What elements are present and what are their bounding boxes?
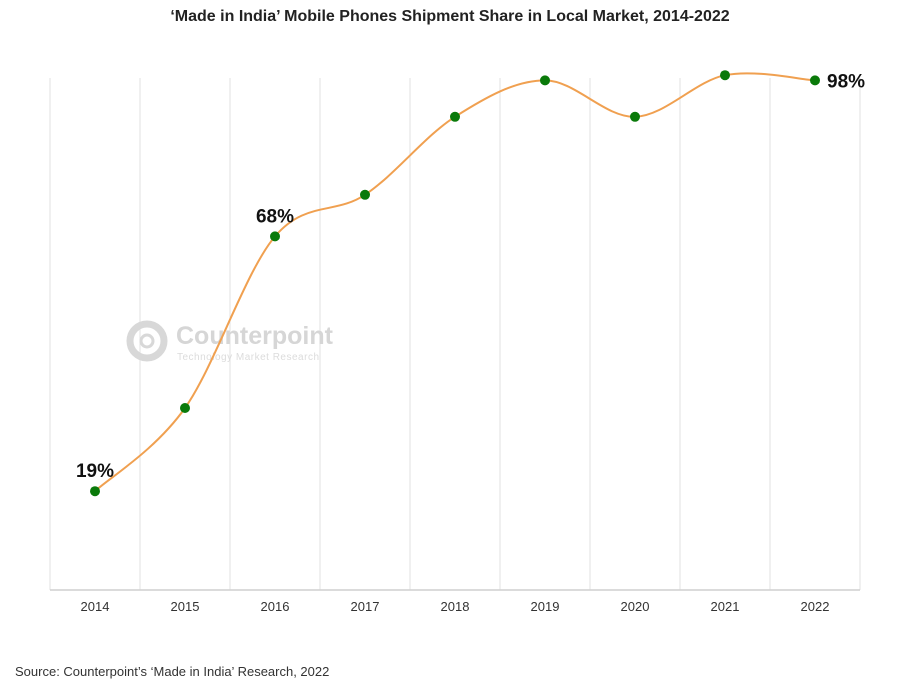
data-point-2020 bbox=[630, 111, 640, 122]
counterpoint-logo-icon bbox=[126, 320, 168, 362]
data-point-2014 bbox=[90, 486, 100, 497]
x-axis: 2014 2015 2016 2017 2018 2019 2020 2021 2022 bbox=[50, 589, 860, 614]
data-point-2015 bbox=[180, 403, 190, 413]
data-point-2017 bbox=[360, 189, 370, 200]
x-tick-label: 2020 bbox=[621, 599, 650, 614]
data-label: 98% bbox=[827, 71, 865, 92]
x-tick-label: 2016 bbox=[261, 599, 290, 614]
data-markers bbox=[90, 70, 820, 497]
data-point-2019 bbox=[540, 75, 550, 86]
source-note: Source: Counterpoint’s ‘Made in India’ R… bbox=[15, 664, 330, 679]
series-line bbox=[94, 72, 816, 492]
chart-title: ‘Made in India’ Mobile Phones Shipment S… bbox=[170, 8, 730, 25]
x-tick-label: 2018 bbox=[441, 599, 470, 614]
counterpoint-watermark: Counterpoint Technology Market Research bbox=[126, 320, 334, 363]
series-share bbox=[94, 72, 816, 492]
data-label: 19% bbox=[76, 461, 114, 482]
data-point-2018 bbox=[450, 111, 460, 122]
data-point-2016 bbox=[270, 231, 280, 242]
x-tick-label: 2022 bbox=[801, 599, 830, 614]
x-tick-label: 2021 bbox=[711, 599, 740, 614]
watermark-name: Counterpoint bbox=[176, 322, 334, 350]
gridlines bbox=[49, 78, 861, 590]
data-point-2021 bbox=[720, 70, 730, 81]
x-tick-label: 2019 bbox=[531, 599, 560, 614]
x-tick-label: 2017 bbox=[351, 599, 380, 614]
data-label: 68% bbox=[256, 206, 294, 227]
x-tick-label: 2014 bbox=[81, 599, 110, 614]
data-labels: 19% 68% 98% bbox=[76, 71, 865, 482]
watermark-tagline: Technology Market Research bbox=[177, 352, 320, 363]
x-tick-label: 2015 bbox=[171, 599, 200, 614]
data-point-2022 bbox=[810, 75, 820, 86]
